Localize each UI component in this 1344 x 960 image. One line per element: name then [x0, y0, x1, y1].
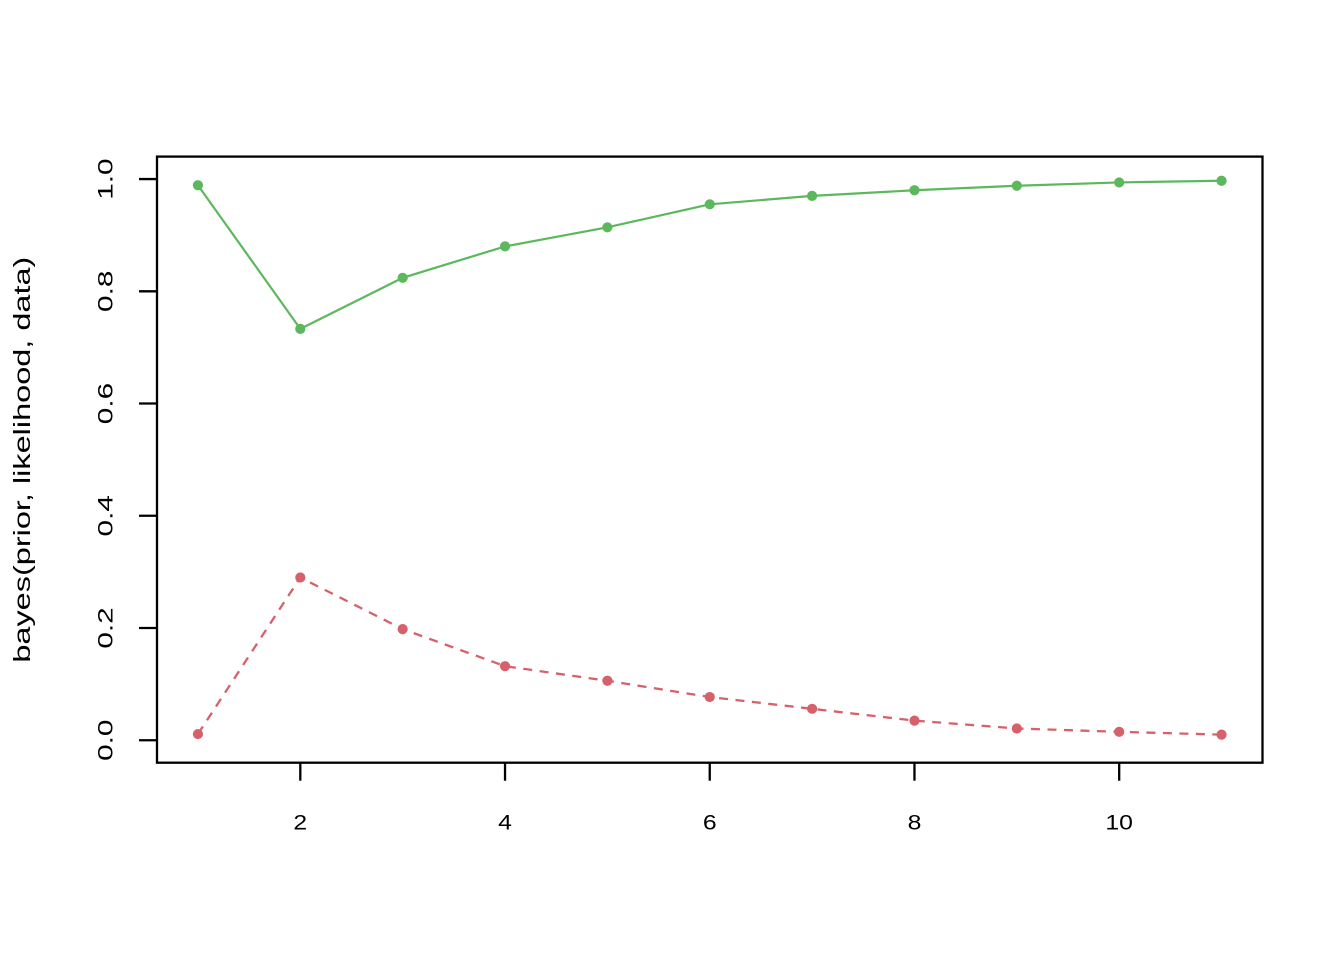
svg-text:6: 6: [703, 812, 717, 835]
svg-text:0.6: 0.6: [95, 383, 118, 424]
svg-text:1.0: 1.0: [95, 158, 118, 199]
svg-text:8: 8: [908, 812, 922, 835]
svg-text:4: 4: [498, 812, 512, 835]
svg-text:0.2: 0.2: [95, 607, 118, 648]
svg-text:0.8: 0.8: [95, 271, 118, 312]
svg-text:0.4: 0.4: [95, 495, 118, 537]
svg-text:10: 10: [1105, 812, 1133, 835]
svg-text:bayes(prior, likelihood, data): bayes(prior, likelihood, data): [9, 257, 35, 663]
svg-text:0.0: 0.0: [95, 720, 118, 761]
svg-text:2: 2: [293, 812, 307, 835]
